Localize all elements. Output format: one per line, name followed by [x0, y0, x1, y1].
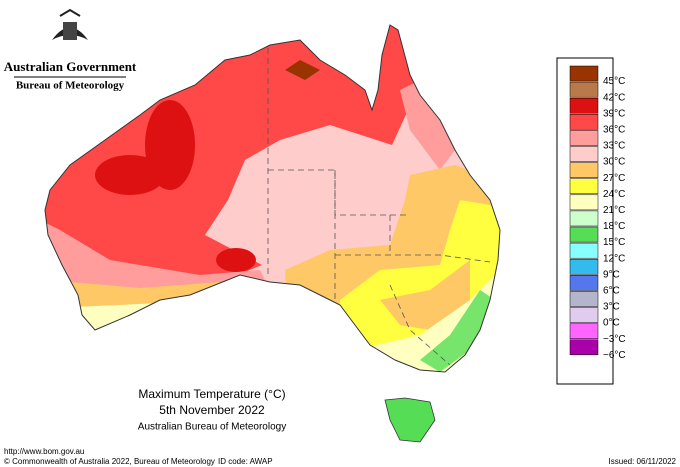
- legend-swatch: [569, 162, 599, 178]
- tasmania: [384, 397, 436, 443]
- state-borders: [267, 48, 491, 366]
- legend-swatch: [569, 339, 599, 356]
- legend-label: 39°C: [603, 108, 625, 119]
- coastline: [44, 24, 501, 373]
- legend-label: 12°C: [603, 253, 625, 264]
- legend-label: −3°C: [603, 334, 626, 345]
- legend-swatch: [569, 210, 599, 227]
- legend-label: 6°C: [603, 286, 620, 297]
- legend-label: 21°C: [603, 205, 625, 216]
- legend-label: 30°C: [603, 157, 625, 168]
- legend-swatch: [569, 65, 599, 82]
- legend-swatch: [569, 146, 599, 162]
- footer-issued: Issued: 06/11/2022: [609, 457, 677, 466]
- legend-swatch: [569, 275, 599, 291]
- legend-label: 36°C: [603, 125, 625, 136]
- legend-label: 45°C: [603, 76, 625, 87]
- legend-swatch: [569, 226, 599, 243]
- legend-swatch: [569, 194, 599, 211]
- footer-id: ID code: AWAP: [218, 457, 273, 466]
- legend-label: 15°C: [603, 237, 625, 248]
- map-source: Australian Bureau of Meteorology: [138, 422, 286, 433]
- legend-label: 24°C: [603, 189, 625, 200]
- legend-swatch: [569, 114, 599, 130]
- legend-swatch: [569, 130, 599, 146]
- legend-label: 18°C: [603, 221, 625, 232]
- footer-url[interactable]: http://www.bom.gov.au: [4, 447, 84, 456]
- legend-label: 42°C: [603, 92, 625, 103]
- legend-swatch: [569, 81, 599, 98]
- legend-label: 27°C: [603, 173, 625, 184]
- map-date: 5th November 2022: [159, 403, 265, 417]
- map-title: Maximum Temperature (°C): [138, 387, 285, 401]
- legend-swatch: [569, 323, 599, 339]
- legend-swatch: [569, 291, 599, 307]
- legend-label: 3°C: [603, 302, 620, 313]
- legend-swatch: [569, 258, 599, 275]
- legend: 45°C 42°C 39°C 36°C 33°C 30°C 27°C 24°C 21°C 18°C…: [569, 65, 626, 361]
- legend-label: 0°C: [603, 318, 620, 329]
- agency: Australian Government: [4, 59, 137, 74]
- legend-label: 9°C: [603, 269, 620, 280]
- footer-copyright: © Commonwealth of Australia 2022, Bureau…: [4, 457, 215, 466]
- legend-label: −6°C: [603, 350, 626, 361]
- legend-swatch: [569, 307, 599, 323]
- emblem: [52, 8, 88, 40]
- legend-swatch: [569, 97, 599, 114]
- legend-swatch: [569, 242, 599, 259]
- legend-swatch: [569, 178, 599, 195]
- bureau: Bureau of Meteorology: [16, 80, 125, 92]
- legend-label: 33°C: [603, 141, 625, 152]
